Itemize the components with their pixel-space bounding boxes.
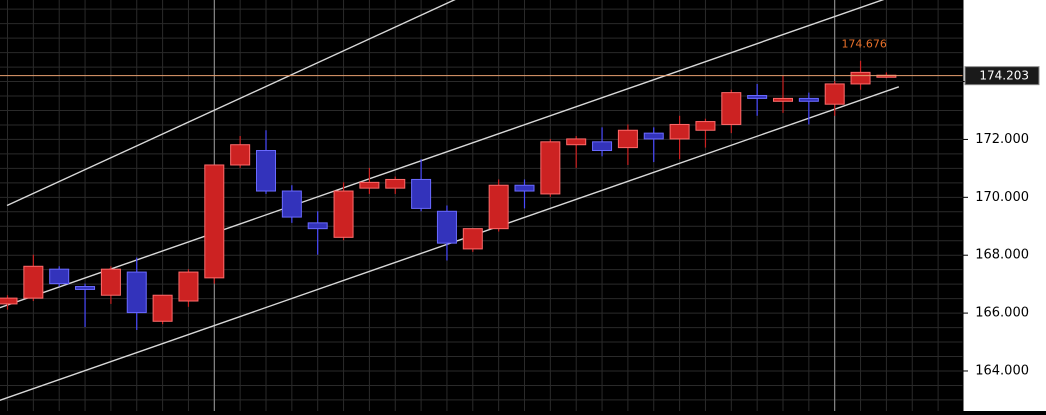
candle-body bbox=[333, 190, 354, 238]
high-marker-label: 174.676 bbox=[841, 37, 887, 50]
candle-body bbox=[617, 129, 638, 149]
candle-body bbox=[747, 95, 768, 99]
candle-body bbox=[178, 271, 199, 302]
candle bbox=[100, 266, 121, 304]
candle bbox=[75, 283, 96, 328]
candle-body bbox=[798, 97, 819, 102]
candle bbox=[152, 294, 173, 325]
candle bbox=[333, 182, 354, 241]
candle bbox=[230, 136, 251, 168]
candle-body bbox=[100, 268, 121, 296]
candle-body bbox=[643, 132, 664, 140]
candle-body bbox=[850, 71, 871, 85]
y-tick-label: 172.000 bbox=[975, 132, 1029, 147]
y-tick-label: 170.000 bbox=[975, 190, 1029, 205]
candle bbox=[385, 176, 406, 194]
candle bbox=[695, 118, 716, 148]
candle-body bbox=[0, 297, 18, 305]
candle bbox=[798, 92, 819, 125]
grid bbox=[0, 0, 963, 411]
candle-body bbox=[385, 178, 406, 189]
candle bbox=[824, 81, 845, 116]
y-axis-panel bbox=[963, 0, 1046, 411]
candle-body bbox=[126, 271, 147, 314]
candle bbox=[540, 138, 561, 197]
candle-body bbox=[824, 83, 845, 105]
candle bbox=[126, 257, 147, 330]
candle-body bbox=[411, 178, 432, 209]
candle-body bbox=[281, 190, 302, 218]
candle-body bbox=[204, 164, 225, 279]
candle bbox=[669, 115, 690, 160]
candle bbox=[411, 159, 432, 212]
candle-body bbox=[773, 97, 793, 102]
candle bbox=[23, 254, 44, 302]
y-tick-label: 166.000 bbox=[975, 306, 1029, 321]
y-tick-label: 164.000 bbox=[975, 363, 1029, 378]
candle-body bbox=[592, 141, 613, 152]
candle bbox=[773, 75, 793, 113]
candle-body bbox=[152, 294, 173, 322]
candle bbox=[359, 167, 380, 194]
candle-body bbox=[669, 123, 690, 140]
candle bbox=[49, 266, 70, 287]
candle bbox=[178, 269, 199, 307]
candle-body bbox=[230, 144, 251, 166]
channel-line bbox=[0, 0, 885, 309]
candle-body bbox=[566, 138, 587, 146]
candle bbox=[592, 127, 613, 157]
candle-body bbox=[436, 210, 457, 244]
candle bbox=[204, 164, 225, 284]
candle-body bbox=[75, 286, 96, 290]
candle-body bbox=[49, 268, 70, 285]
candle bbox=[0, 295, 18, 310]
candle-body bbox=[540, 141, 561, 195]
candle bbox=[747, 83, 768, 116]
last-price-badge-label: 174.203 bbox=[979, 69, 1029, 83]
candle-body bbox=[488, 184, 509, 230]
candle-body bbox=[462, 228, 483, 250]
candle bbox=[436, 205, 457, 261]
y-axis-ticks: 164.000166.000168.000170.000172.000174.0… bbox=[963, 74, 1029, 378]
candle bbox=[566, 136, 587, 168]
candle bbox=[721, 89, 742, 134]
candle bbox=[617, 124, 638, 165]
candle-body bbox=[514, 184, 535, 192]
candle-body bbox=[359, 181, 380, 189]
candle-body bbox=[721, 92, 742, 125]
last-price-badge-bg bbox=[964, 66, 1040, 86]
candle-body bbox=[23, 265, 44, 299]
candle bbox=[281, 185, 302, 223]
candle bbox=[643, 127, 664, 163]
last-price-badge: 174.203 bbox=[964, 66, 1040, 86]
candle-body bbox=[256, 150, 276, 192]
candles bbox=[0, 60, 897, 330]
candle bbox=[488, 179, 509, 232]
y-tick-label: 168.000 bbox=[975, 248, 1029, 263]
candle bbox=[514, 179, 535, 209]
candle-body bbox=[695, 121, 716, 131]
candle bbox=[462, 228, 483, 252]
candle bbox=[307, 211, 328, 255]
candle-body bbox=[307, 222, 328, 230]
channel-line bbox=[6, 0, 456, 207]
candle bbox=[256, 130, 276, 194]
